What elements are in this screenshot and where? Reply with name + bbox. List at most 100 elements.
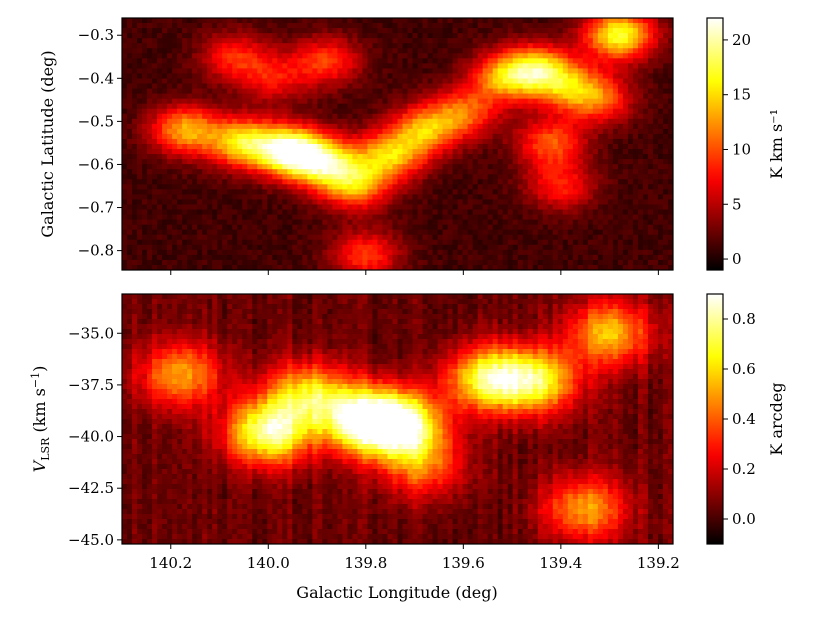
heatmap-cell	[537, 189, 544, 195]
heatmap-cell	[182, 103, 188, 110]
heatmap-cell	[562, 199, 569, 205]
heatmap-cell	[262, 73, 268, 79]
heatmap-cell	[592, 68, 599, 74]
heatmap-cell	[517, 144, 524, 150]
heatmap-cell	[157, 23, 163, 29]
heatmap-cell	[592, 113, 599, 120]
heatmap-cell	[517, 58, 524, 64]
heatmap-cell	[617, 93, 624, 100]
heatmap-cell	[407, 78, 414, 85]
heatmap-cell	[457, 23, 464, 29]
heatmap-cell	[577, 63, 584, 69]
heatmap-cell	[507, 28, 514, 34]
heatmap-cell	[602, 103, 609, 110]
heatmap-cell	[572, 199, 579, 205]
heatmap-cell	[292, 199, 298, 205]
heatmap-cell	[547, 18, 554, 24]
heatmap-cell	[222, 244, 228, 251]
heatmap-cell	[322, 68, 328, 74]
heatmap-cell	[227, 219, 233, 226]
heatmap-cell	[317, 98, 323, 105]
heatmap-cell	[377, 103, 383, 110]
heatmap-cell	[277, 149, 283, 155]
heatmap-cell	[477, 43, 484, 49]
heatmap-cell	[307, 88, 313, 95]
heatmap-cell	[347, 169, 353, 175]
heatmap-cell	[352, 108, 358, 115]
heatmap-cell	[172, 98, 178, 105]
heatmap-cell	[547, 93, 554, 100]
heatmap-cell	[392, 224, 398, 231]
heatmap-cell	[547, 189, 554, 195]
heatmap-cell	[172, 184, 178, 190]
heatmap-cell	[667, 18, 673, 24]
heatmap-cell	[142, 214, 148, 221]
heatmap-cell	[557, 184, 564, 190]
heatmap-cell	[657, 113, 664, 120]
heatmap-cell	[237, 239, 243, 246]
heatmap-cell	[207, 93, 213, 100]
heatmap-cell	[512, 78, 519, 85]
heatmap-cell	[667, 204, 673, 211]
heatmap-cell	[417, 199, 424, 205]
heatmap-cell	[642, 229, 649, 236]
heatmap-cell	[332, 73, 338, 79]
heatmap-cell	[392, 18, 398, 24]
heatmap-cell	[307, 123, 313, 130]
heatmap-cell	[592, 138, 599, 145]
heatmap-cell	[322, 128, 328, 135]
heatmap-cell	[642, 214, 649, 221]
heatmap-cell	[297, 23, 303, 29]
heatmap-cell	[382, 164, 388, 170]
heatmap-cell	[602, 149, 609, 155]
heatmap-cell	[432, 103, 439, 110]
heatmap-cell	[472, 159, 479, 165]
heatmap-cell	[642, 88, 649, 95]
heatmap-cell	[262, 179, 268, 185]
heatmap-cell	[447, 28, 454, 34]
heatmap-cell	[282, 38, 288, 44]
heatmap-cell	[182, 234, 188, 241]
heatmap-cell	[472, 73, 479, 79]
heatmap-cell	[352, 68, 358, 74]
heatmap-cell	[557, 88, 564, 95]
heatmap-cell	[377, 133, 383, 140]
heatmap-cell	[427, 154, 434, 160]
heatmap-cell	[387, 224, 393, 231]
heatmap-cell	[657, 154, 664, 160]
heatmap-cell	[307, 68, 313, 74]
heatmap-cell	[347, 138, 353, 145]
heatmap-cell	[262, 93, 268, 100]
heatmap-cell	[227, 184, 233, 190]
heatmap-cell	[337, 23, 343, 29]
heatmap-cell	[502, 174, 509, 180]
heatmap-cell	[227, 209, 233, 216]
heatmap-cell	[292, 58, 298, 64]
heatmap-cell	[132, 209, 138, 216]
heatmap-cell	[617, 189, 624, 195]
heatmap-cell	[237, 144, 243, 150]
heatmap-cell	[557, 108, 564, 115]
heatmap-cell	[307, 43, 313, 49]
heatmap-cell	[152, 38, 158, 44]
heatmap-cell	[377, 58, 383, 64]
heatmap-cell	[142, 133, 148, 140]
heatmap-cell	[192, 164, 198, 170]
heatmap-cell	[552, 18, 559, 24]
heatmap-cell	[187, 164, 193, 170]
heatmap-cell	[562, 78, 569, 85]
heatmap-cell	[162, 18, 168, 24]
heatmap-cell	[497, 28, 504, 34]
heatmap-cell	[277, 128, 283, 135]
heatmap-cell	[527, 154, 534, 160]
heatmap-cell	[217, 93, 223, 100]
heatmap-cell	[612, 63, 619, 69]
heatmap-cell	[597, 78, 604, 85]
heatmap-cell	[327, 123, 333, 130]
heatmap-cell	[632, 174, 639, 180]
heatmap-cell	[262, 103, 268, 110]
heatmap-cell	[362, 169, 368, 175]
heatmap-cell	[257, 209, 263, 216]
heatmap-cell	[372, 144, 378, 150]
heatmap-cell	[587, 239, 594, 246]
